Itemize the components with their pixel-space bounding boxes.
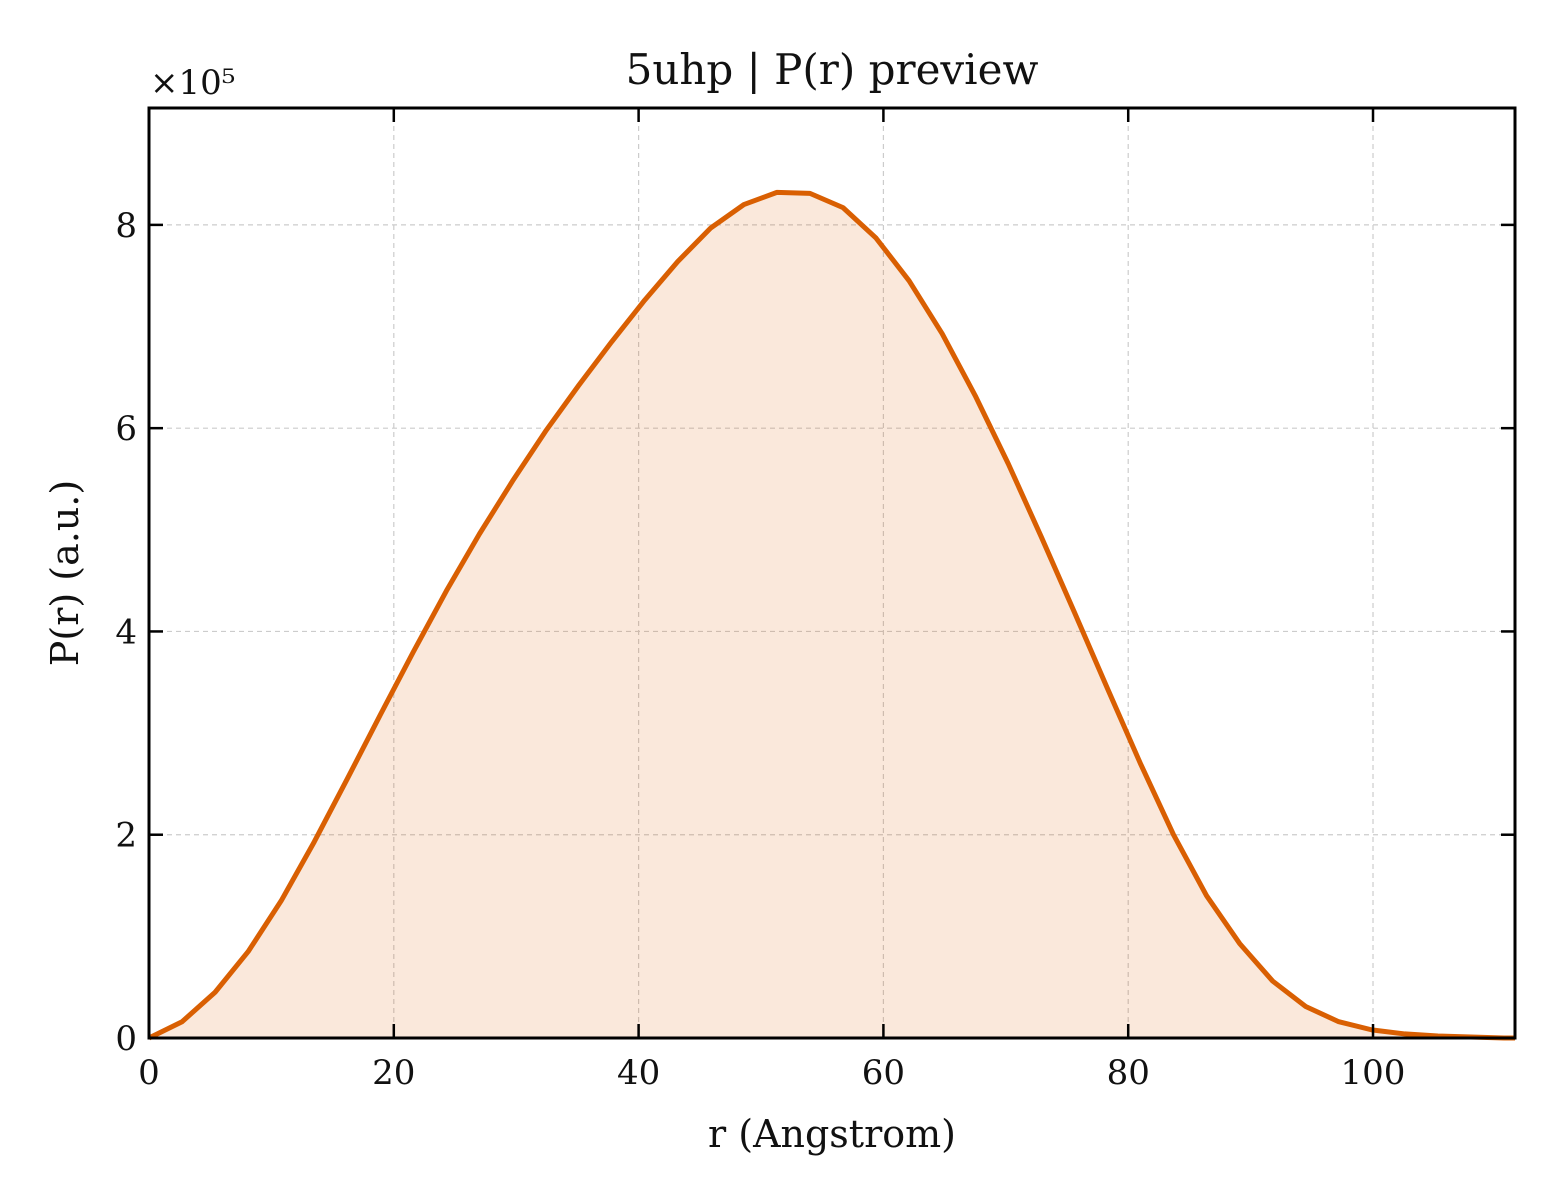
series-line: [147, 189, 1515, 1041]
x-tick-label: 0: [138, 1053, 160, 1093]
chart-title: 5uhp | P(r) preview: [626, 45, 1039, 94]
x-tick-label: 100: [1341, 1053, 1406, 1093]
plot-frame: [147, 106, 1517, 1040]
x-axis-label: r (Angstrom): [708, 1112, 956, 1156]
x-tick-label: 40: [617, 1053, 660, 1093]
grid-lines: [149, 108, 1515, 1038]
y-axis-label: P(r) (a.u.): [43, 480, 87, 666]
x-tick-label: 20: [372, 1053, 415, 1093]
y-tick-label: 0: [115, 1019, 137, 1059]
x-tick-label: 80: [1107, 1053, 1150, 1093]
area-fill: [149, 192, 1515, 1039]
y-tick-label: 6: [115, 409, 137, 449]
y-scale-multiplier: ×10⁵: [150, 63, 235, 103]
y-tick-label: 4: [115, 612, 137, 652]
y-tick-label: 2: [115, 816, 137, 856]
x-tick-label: 60: [862, 1053, 905, 1093]
y-tick-label: 8: [115, 206, 137, 246]
